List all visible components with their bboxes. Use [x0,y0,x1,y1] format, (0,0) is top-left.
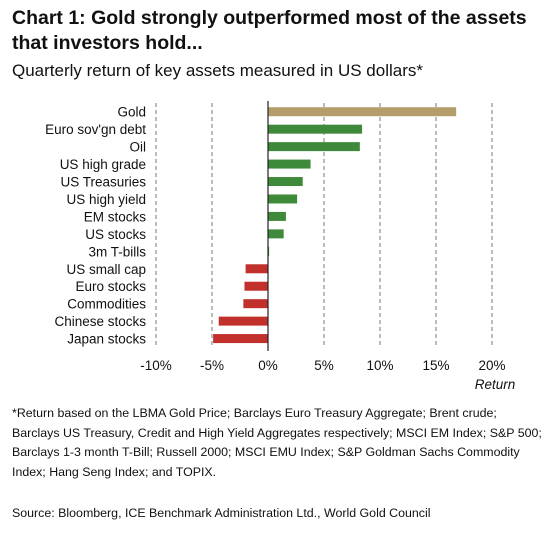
x-tick-label: -5% [200,358,224,373]
category-label: US high grade [60,157,146,172]
bar-us-treasuries [268,177,303,187]
footnote: *Return based on the LBMA Gold Price; Ba… [12,406,542,479]
bar-euro-stocks [244,281,268,291]
chart-title: Chart 1: Gold strongly outperformed most… [12,7,527,54]
category-label: Japan stocks [67,332,146,347]
bar-us-high-yield [268,194,298,204]
x-axis-label: Return [475,377,516,392]
bar-em-stocks [268,211,286,221]
category-label: 3m T-bills [88,244,146,259]
chart-subtitle: Quarterly return of key assets measured … [12,61,424,80]
bar-us-small-cap [245,264,268,274]
category-label: Gold [117,105,146,120]
bar-chart: Gold Euro sov'gn debt Oil US high grade US T… [45,101,516,392]
category-label: US small cap [66,262,146,277]
category-label: Oil [130,140,147,155]
category-label: Chinese stocks [54,314,146,329]
x-tick-label: -10% [140,358,172,373]
category-label: US Treasuries [60,175,146,190]
bar-us-high-grade [268,159,311,169]
bar-commodities [243,299,268,309]
source-note: Source: Bloomberg, ICE Benchmark Adminis… [12,506,431,520]
x-tick-label: 5% [314,358,334,373]
bar-gold [268,107,457,117]
bar-euro-sov-gn-debt [268,124,363,134]
category-label: EM stocks [84,209,147,224]
category-label: Commodities [67,297,146,312]
bar-us-stocks [268,229,284,239]
category-label: Euro stocks [75,279,146,294]
bar-japan-stocks [213,334,268,344]
x-tick-label: 0% [258,358,278,373]
x-tick-label: 15% [422,358,449,373]
x-tick-label: 20% [478,358,505,373]
bar-oil [268,142,360,152]
x-tick-label: 10% [366,358,393,373]
category-label: US high yield [66,192,146,207]
bar-chinese-stocks [218,316,268,326]
category-label: Euro sov'gn debt [45,122,146,137]
category-label: US stocks [85,227,146,242]
